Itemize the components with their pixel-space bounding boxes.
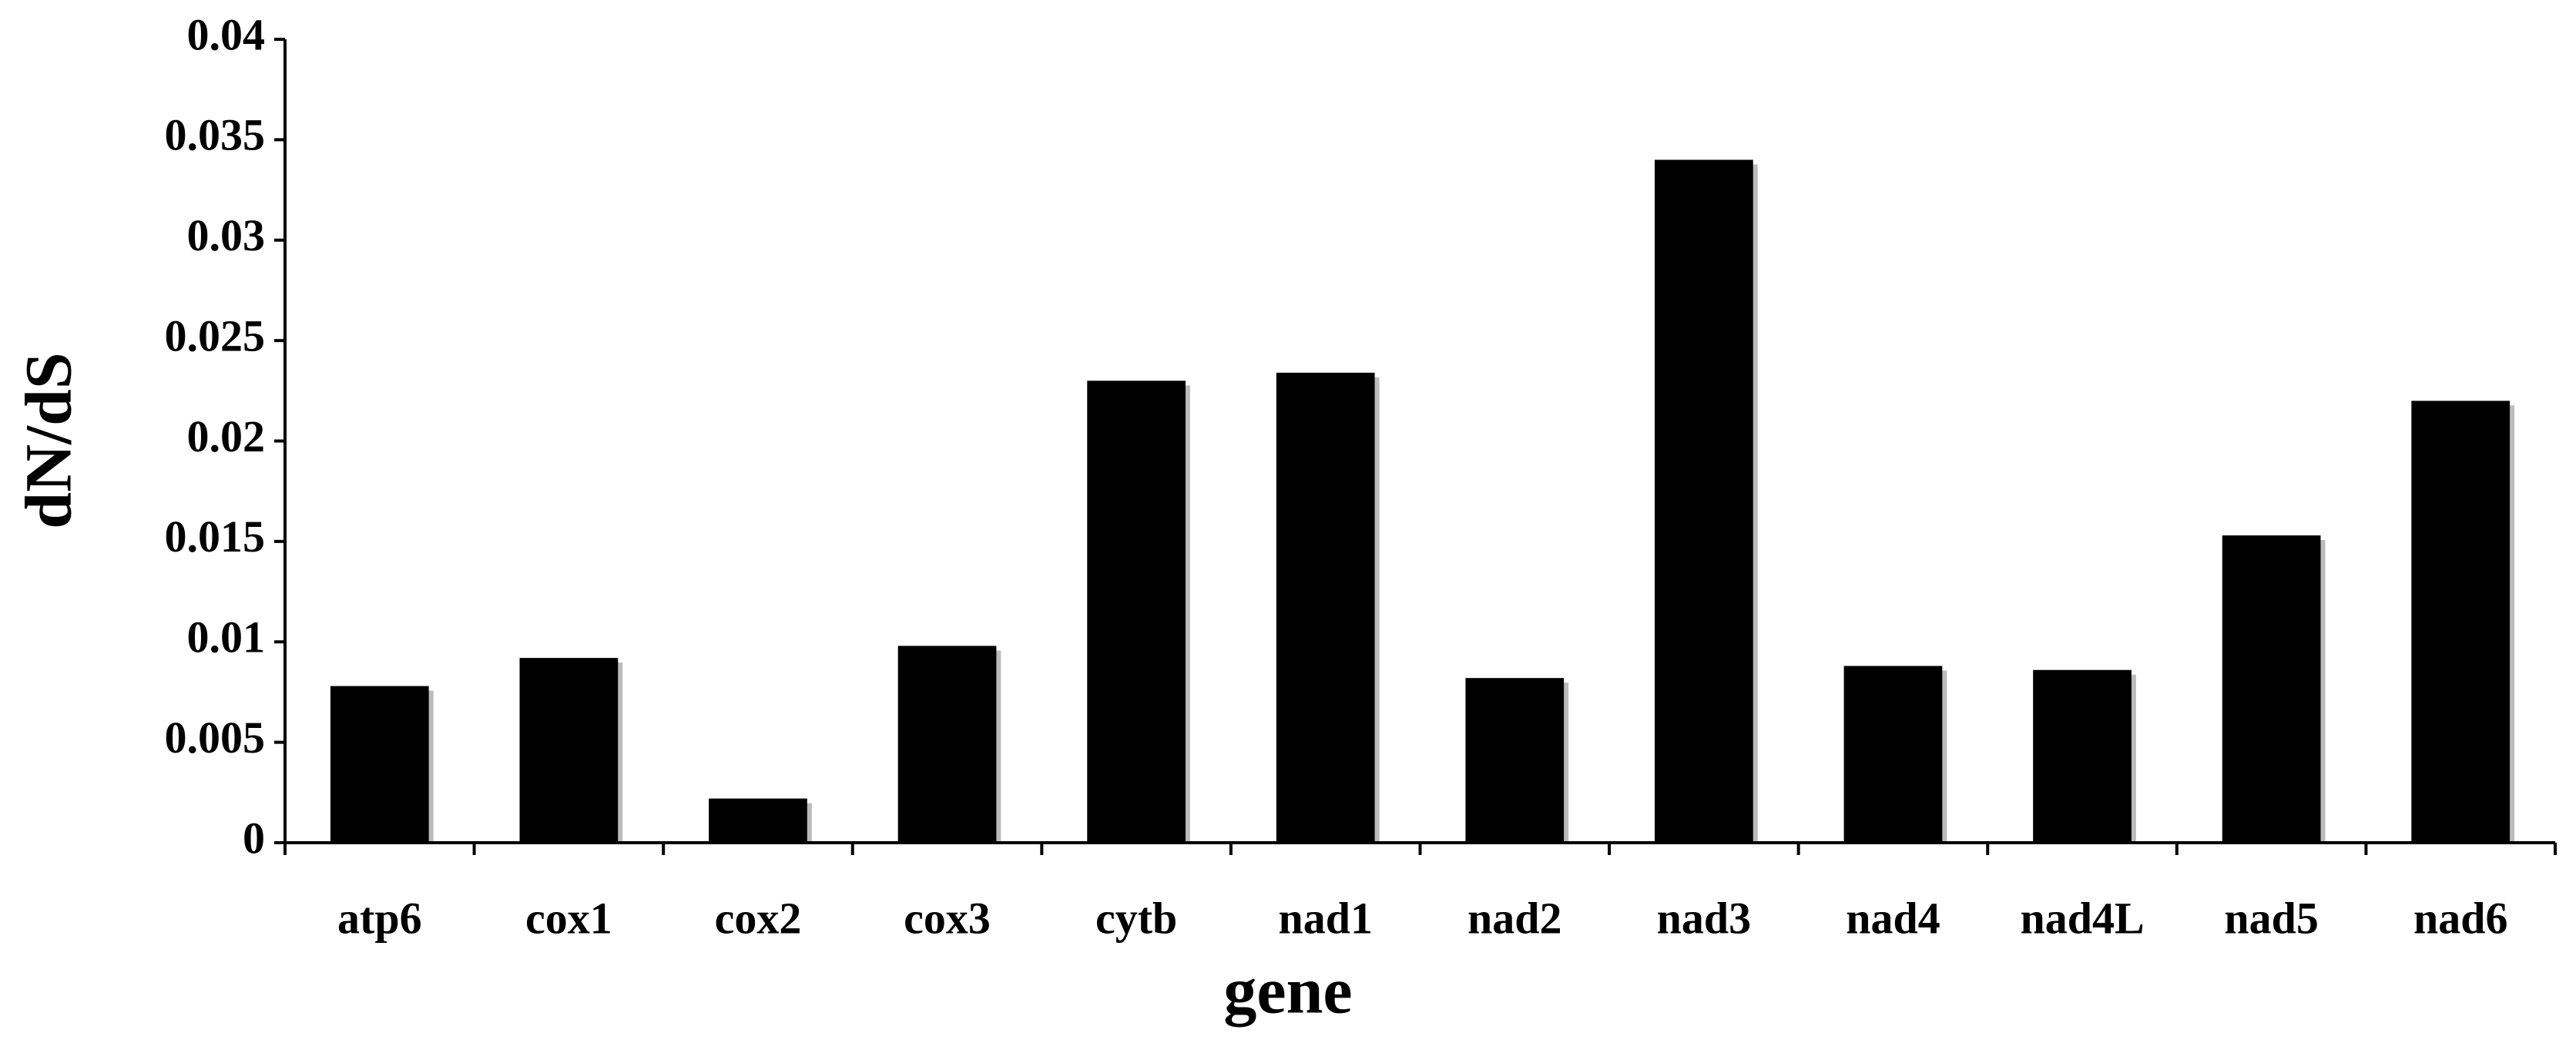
x-tick-label: nad6 — [2413, 893, 2508, 943]
bar — [897, 646, 997, 843]
bar — [2033, 669, 2132, 843]
x-tick-label: cox2 — [715, 893, 802, 943]
x-tick-label: atp6 — [337, 893, 422, 943]
bar — [2222, 535, 2321, 843]
y-axis-title: dN/dS — [12, 352, 86, 529]
y-tick-label: 0.01 — [187, 612, 266, 662]
bar — [330, 686, 429, 843]
x-tick-label: cytb — [1095, 893, 1177, 943]
y-tick-label: 0.04 — [187, 9, 266, 59]
x-tick-label: nad4L — [2020, 893, 2144, 943]
bar — [519, 658, 619, 843]
y-tick-label: 0.03 — [187, 210, 266, 260]
y-tick-label: 0 — [243, 813, 265, 863]
bar — [1655, 159, 1753, 843]
bar — [1843, 666, 1943, 843]
x-tick-label: cox1 — [525, 893, 612, 943]
bar — [1276, 372, 1375, 843]
y-tick-label: 0.02 — [187, 411, 266, 461]
bar — [709, 798, 807, 843]
x-tick-label: cox3 — [904, 893, 991, 943]
y-tick-label: 0.035 — [165, 110, 266, 160]
y-tick-label: 0.025 — [165, 310, 266, 361]
x-tick-label: nad2 — [1467, 893, 1562, 943]
y-tick-label: 0.015 — [165, 511, 266, 562]
bar — [2411, 401, 2511, 843]
y-tick-label: 0.005 — [165, 713, 266, 763]
x-tick-label: nad4 — [1846, 893, 1940, 943]
bar — [1087, 381, 1186, 843]
x-axis-title: gene — [1223, 954, 1352, 1028]
x-tick-label: nad1 — [1278, 893, 1373, 943]
x-tick-label: nad3 — [1657, 893, 1752, 943]
x-tick-label: nad5 — [2224, 893, 2319, 943]
bar — [1465, 678, 1565, 843]
